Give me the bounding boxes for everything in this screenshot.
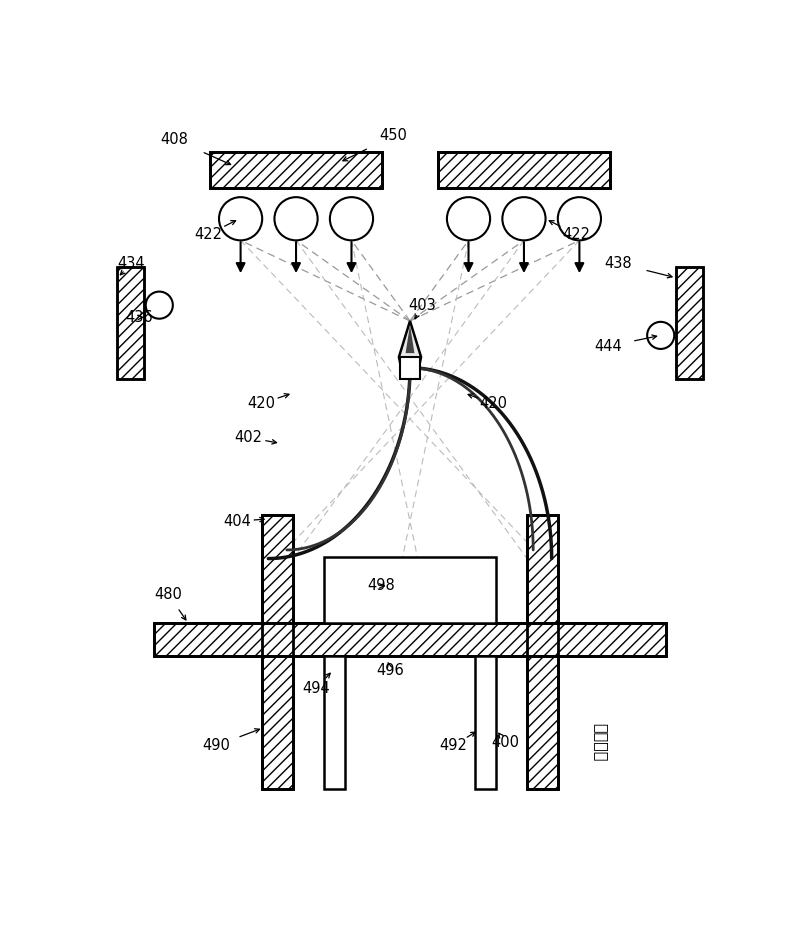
Circle shape [647, 322, 674, 349]
Bar [438, 151, 610, 188]
Text: 现有技术: 现有技术 [594, 723, 609, 761]
Bar [527, 515, 558, 789]
Text: 400: 400 [491, 735, 519, 750]
Bar [474, 655, 496, 789]
Bar [210, 151, 382, 188]
Circle shape [219, 197, 262, 240]
Text: 480: 480 [154, 587, 182, 602]
Text: 496: 496 [377, 663, 404, 678]
Circle shape [502, 197, 546, 240]
Text: 420: 420 [479, 396, 507, 411]
Text: 420: 420 [247, 396, 275, 411]
Text: 438: 438 [604, 256, 632, 271]
Text: 402: 402 [234, 430, 262, 445]
Text: 490: 490 [202, 739, 230, 754]
Bar [527, 515, 558, 789]
Text: 408: 408 [161, 132, 189, 147]
Bar [262, 515, 293, 789]
Text: 492: 492 [439, 739, 467, 754]
Text: 422: 422 [562, 227, 590, 242]
Text: 444: 444 [594, 338, 622, 353]
Text: 422: 422 [194, 227, 222, 242]
Bar [438, 151, 610, 188]
Circle shape [274, 197, 318, 240]
Circle shape [330, 197, 373, 240]
Bar [676, 267, 702, 379]
Bar [262, 515, 293, 789]
Polygon shape [399, 321, 421, 379]
Polygon shape [406, 324, 414, 353]
Circle shape [447, 197, 490, 240]
Circle shape [146, 292, 173, 319]
Bar [154, 624, 666, 655]
Bar [210, 151, 382, 188]
Text: 403: 403 [409, 297, 436, 312]
Text: 436: 436 [125, 309, 153, 324]
Bar [118, 267, 144, 379]
Bar [676, 267, 702, 379]
Bar [154, 624, 666, 655]
Text: 498: 498 [367, 579, 395, 594]
Bar [324, 655, 346, 789]
Bar [324, 557, 496, 624]
Text: 494: 494 [302, 681, 330, 696]
Circle shape [558, 197, 601, 240]
Bar [400, 357, 420, 379]
Bar [118, 267, 144, 379]
Text: 404: 404 [223, 513, 251, 528]
Text: 434: 434 [118, 256, 146, 271]
Text: 450: 450 [379, 128, 407, 143]
